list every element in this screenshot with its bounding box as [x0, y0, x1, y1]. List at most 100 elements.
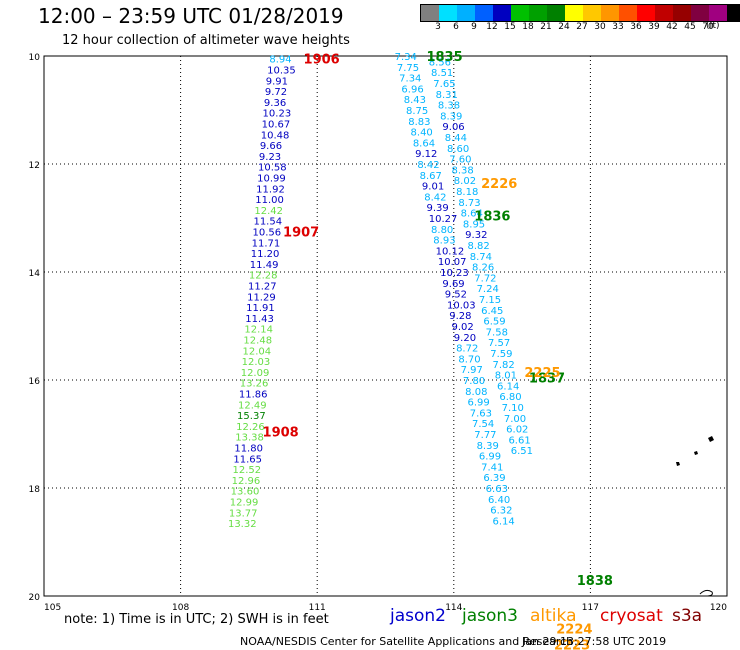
swh-value: 8.43 [404, 95, 426, 106]
colorbar [420, 4, 740, 22]
track-label: 2223 [554, 639, 590, 650]
colorbar-swatch [529, 5, 547, 21]
swh-value: 10.56 [253, 228, 282, 239]
swh-value: 8.02 [454, 176, 476, 187]
swh-value: 10.67 [262, 120, 291, 131]
colorbar-swatch [493, 5, 511, 21]
swh-value: 9.28 [449, 311, 471, 322]
track-label: 1908 [263, 425, 299, 440]
coastline [676, 436, 714, 597]
island-3 [694, 451, 698, 455]
swh-value: 6.51 [511, 446, 533, 457]
swh-value: 10.99 [257, 174, 286, 185]
track-label: 2226 [481, 177, 517, 192]
swh-value: 13.38 [235, 433, 264, 444]
swh-value: 10.35 [267, 66, 296, 77]
satellite-legend-item: cryosat [600, 606, 663, 626]
colorbar-label: 45 [684, 22, 696, 32]
lat-tick-label: 12 [29, 161, 40, 171]
swh-value: 7.97 [461, 365, 483, 376]
swh-value: 8.67 [420, 171, 442, 182]
swh-value: 12.96 [232, 476, 261, 487]
lat-tick-label: 10 [29, 53, 41, 63]
colorbar-swatch [511, 5, 529, 21]
island-2 [676, 462, 680, 466]
swh-value: 10.03 [447, 300, 476, 311]
swh-value: 8.38 [452, 165, 474, 176]
satellite-legend-item: altika [530, 606, 577, 626]
swh-value: 8.39 [440, 111, 462, 122]
coast-segment [699, 589, 713, 597]
swh-value: 12.49 [238, 400, 267, 411]
track-label: 1837 [529, 371, 565, 386]
swh-value: 8.42 [417, 160, 439, 171]
lon-tick-label: 105 [44, 603, 61, 613]
swh-value: 7.58 [486, 327, 508, 338]
swh-value: 6.45 [481, 306, 503, 317]
colorbar-swatch [637, 5, 655, 21]
colorbar-swatch [709, 5, 727, 21]
swh-value: 8.70 [458, 354, 480, 365]
colorbar-swatch [439, 5, 457, 21]
swh-value: 13.26 [240, 379, 269, 390]
swh-value: 12.99 [230, 498, 259, 509]
swh-value: 8.60 [447, 144, 469, 155]
swh-value: 7.54 [472, 419, 494, 430]
swh-value: 6.96 [401, 84, 423, 95]
swh-value: 8.95 [463, 219, 485, 230]
colorbar-swatch [655, 5, 673, 21]
colorbar-label: 3 [435, 22, 441, 32]
lat-tick-label: 20 [29, 593, 41, 603]
swh-value: 9.36 [264, 98, 286, 109]
colorbar-swatch [457, 5, 475, 21]
colorbar-label: 12 [486, 22, 498, 32]
swh-value: 8.73 [458, 198, 480, 209]
swh-value: 12.14 [244, 325, 273, 336]
colorbar-swatch [601, 5, 619, 21]
colorbar-label: 42 [666, 22, 678, 32]
swh-value: 11.80 [234, 444, 263, 455]
satellite-legend-item: jason3 [462, 606, 518, 626]
swh-value: 7.59 [490, 349, 512, 360]
swh-value: 7.24 [477, 284, 499, 295]
swh-value: 12.42 [254, 206, 283, 217]
swh-value: 7.72 [474, 273, 496, 284]
swh-value: 9.23 [259, 152, 281, 163]
swh-value: 6.14 [493, 516, 515, 527]
colorbar-label: 18 [522, 22, 534, 32]
swh-value: 7.15 [479, 295, 501, 306]
swh-value: 8.74 [470, 252, 492, 263]
swh-value: 6.02 [506, 425, 528, 436]
swh-value: 6.14 [497, 381, 519, 392]
swh-value: 8.72 [456, 344, 478, 355]
swh-value: 6.32 [490, 506, 512, 517]
island-1 [708, 436, 714, 442]
swh-value: 7.80 [463, 376, 485, 387]
map-grid [44, 56, 727, 596]
swh-value: 7.34 [399, 74, 421, 85]
lon-tick-label: 111 [309, 603, 326, 613]
track-label: 1836 [474, 209, 510, 224]
swh-value: 8.39 [477, 441, 499, 452]
swh-value: 9.12 [415, 149, 437, 160]
swh-value: 9.20 [454, 333, 476, 344]
swh-value: 12.09 [241, 368, 270, 379]
swh-value: 6.63 [486, 484, 508, 495]
footer-note: note: 1) Time is in UTC; 2) SWH is in fe… [64, 612, 329, 627]
swh-value: 8.64 [413, 138, 435, 149]
swh-value: 8.31 [436, 90, 458, 101]
colorbar-swatch [565, 5, 583, 21]
track-label: 1835 [426, 50, 462, 65]
swh-value: 7.82 [493, 360, 515, 371]
lat-tick-label: 16 [29, 377, 41, 387]
swh-value: 9.01 [422, 182, 444, 193]
lon-tick-label: 108 [172, 603, 189, 613]
colorbar-label: 36 [630, 22, 642, 32]
colorbar-swatch [421, 5, 439, 21]
swh-value: 10.23 [440, 268, 469, 279]
swh-value: 8.56 [429, 57, 451, 68]
swh-value: 8.44 [445, 133, 467, 144]
swh-value: 7.60 [449, 155, 471, 166]
colorbar-label: 24 [558, 22, 570, 32]
swh-value: 12.04 [243, 346, 272, 357]
